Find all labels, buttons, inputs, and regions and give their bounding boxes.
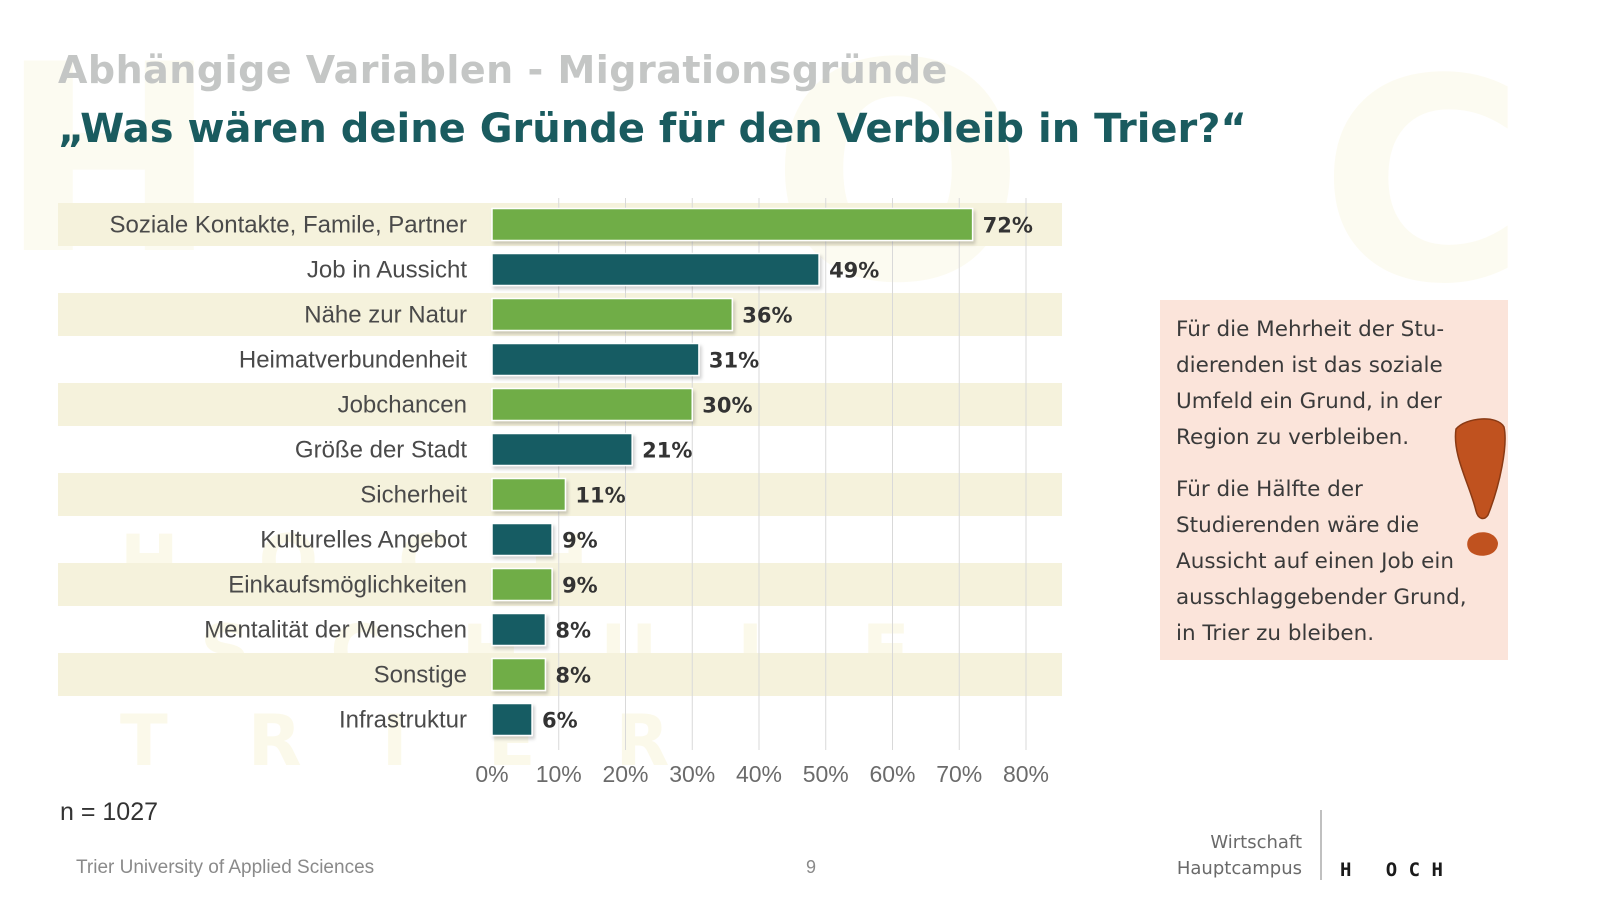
value-label: 21% [642,439,692,463]
x-tick-label: 60% [869,761,915,787]
page-number: 9 [806,857,817,877]
bar [491,477,567,512]
value-label: 31% [709,349,759,373]
campus-line-2: Hauptcampus [1176,858,1302,879]
bar [491,252,820,287]
x-tick-label: 10% [536,761,582,787]
category-label: Mentalität der Menschen [204,617,467,644]
bar [491,387,693,422]
category-label: Heimatverbundenheit [239,347,467,374]
bar [491,657,547,692]
slide-subtitle: Abhängige Variablen - Migrationsgründe [58,48,948,92]
value-label: 9% [562,529,598,553]
x-tick-label: 30% [669,761,715,787]
category-label: Kulturelles Angebot [260,527,467,554]
row-stripe [58,563,1062,606]
x-tick-label: 40% [736,761,782,787]
x-tick-label: 0% [475,761,508,787]
bar [491,567,553,602]
bar [491,207,974,242]
x-tick-label: 80% [1003,761,1049,787]
value-label: 72% [983,214,1033,238]
callout-paragraph-2: Für die Hälfte der Studierenden wäre die… [1176,477,1467,646]
value-label: 11% [575,484,625,508]
bar [491,702,533,737]
logo-divider [1320,810,1322,880]
insight-callout: Für die Mehrheit der Stu­dierenden ist d… [1160,300,1508,660]
row-stripe [58,653,1062,696]
footer-institution: Trier University of Applied Sciences [76,857,375,878]
slide-title: „Was wären deine Gründe für den Verbleib… [58,106,1247,152]
bar [491,522,553,557]
bar [491,432,633,467]
university-logo: H O C H S C H U L E T R I E R [1340,805,1512,900]
x-tick-label: 70% [936,761,982,787]
bar-chart: Soziale Kontakte, Famile, Partner 72% Job … [58,198,1062,787]
x-tick-label: 20% [602,761,648,787]
value-label: 9% [562,574,598,598]
value-label: 8% [555,619,591,643]
bar [491,612,547,647]
sample-size-note: n = 1027 [60,798,159,826]
value-label: 36% [742,304,792,328]
category-label: Sicherheit [360,482,467,509]
exclamation-icon [1454,418,1506,556]
category-label: Nähe zur Natur [304,302,467,329]
category-label: Soziale Kontakte, Famile, Partner [109,212,467,239]
category-label: Sonstige [374,662,467,689]
bar [491,297,734,332]
callout-paragraph-1: Für die Mehrheit der Stu­dierenden ist d… [1176,317,1445,450]
category-label: Größe der Stadt [295,437,467,464]
value-label: 49% [829,259,879,283]
x-tick-label: 50% [803,761,849,787]
category-label: Jobchancen [338,392,467,419]
category-label: Job in Aussicht [307,257,467,284]
campus-line-1: Wirtschaft [1210,832,1302,853]
logo-line-1: H O C H [1340,859,1443,881]
value-label: 30% [702,394,752,418]
value-label: 6% [542,709,578,733]
campus-label: Wirtschaft Hauptcampus [1177,830,1302,882]
category-label: Infrastruktur [339,707,467,734]
bar [491,342,700,377]
category-label: Einkaufsmöglichkeiten [228,572,467,599]
value-label: 8% [555,664,591,688]
